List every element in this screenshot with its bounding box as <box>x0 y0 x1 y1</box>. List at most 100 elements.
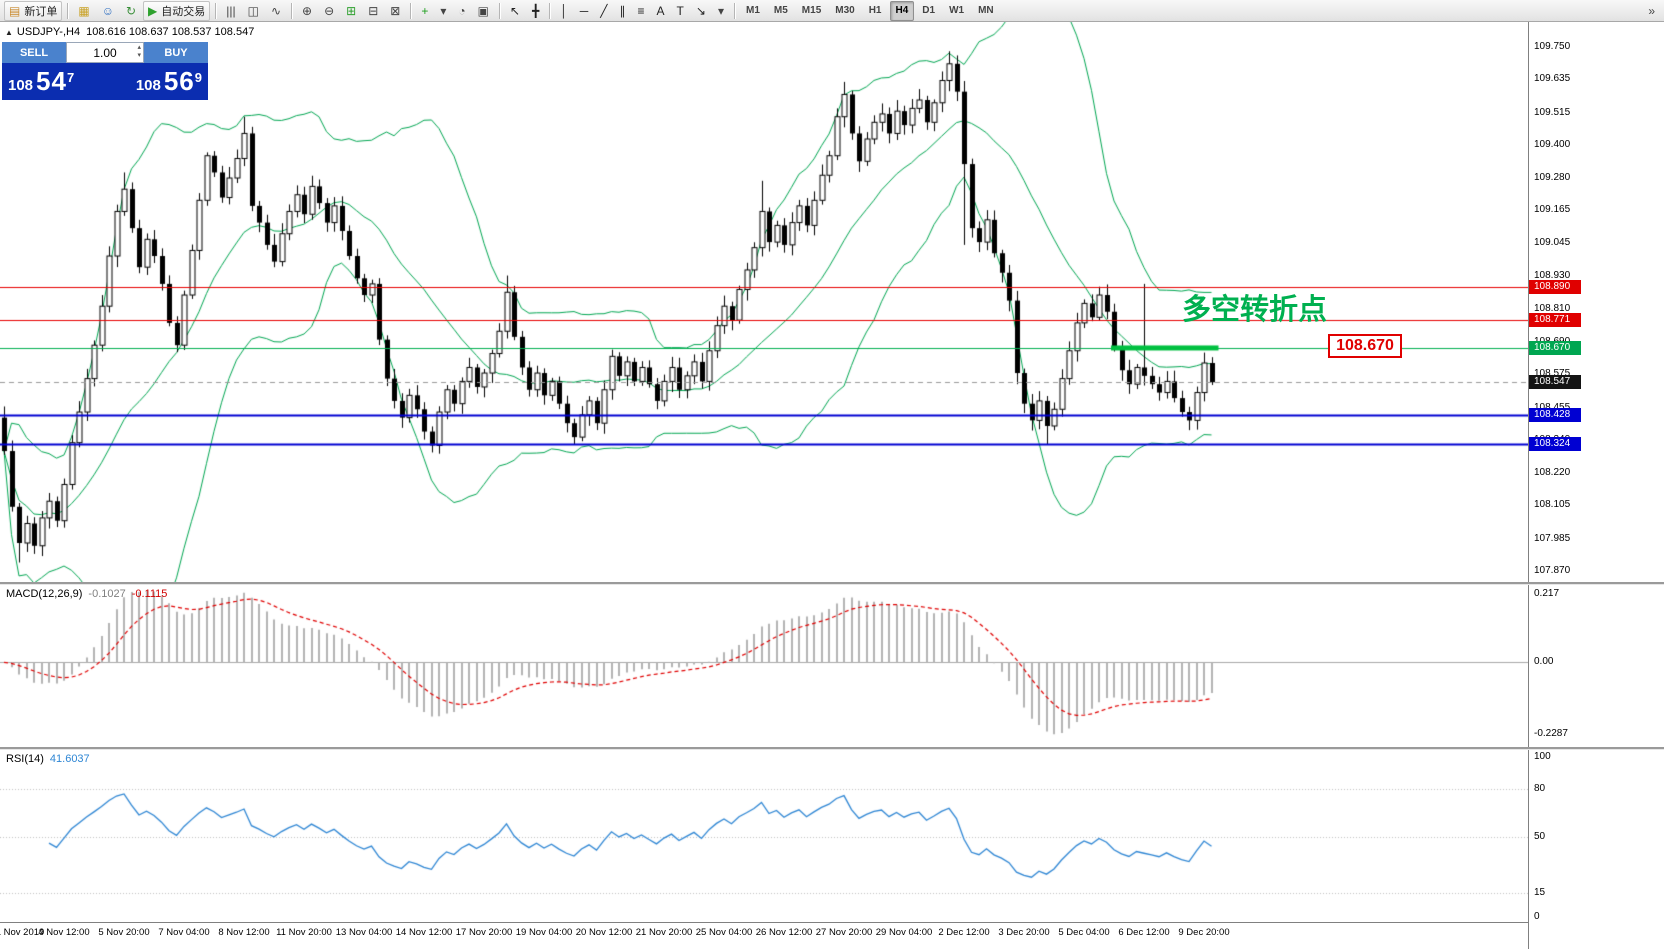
sell-button[interactable]: SELL <box>2 42 66 63</box>
line-chart-type-icon: ∿ <box>270 3 282 18</box>
timeframe-d1-button[interactable]: D1 <box>922 5 936 16</box>
timeframe-m30-button[interactable]: M30 <box>835 5 855 16</box>
main-chart-canvas[interactable] <box>0 22 1528 582</box>
price-tag-108.324: 108.324 <box>1529 437 1581 452</box>
price-tick-label: 108.455 <box>1534 401 1571 413</box>
rsi-pane-canvas[interactable] <box>0 749 1528 922</box>
timeframe-m15-button[interactable]: M15 <box>801 5 822 16</box>
timeframe-h1-button[interactable]: H1 <box>868 5 882 16</box>
profile-icon: ☺ <box>101 3 114 18</box>
chart-title: ▲ USDJPY-,H4 108.616 108.637 108.537 108.5… <box>5 26 254 38</box>
cursor-icon[interactable]: ↖ <box>505 1 525 21</box>
bar-chart-type-icon: ||| <box>226 3 236 18</box>
label-icon[interactable]: T <box>672 1 689 21</box>
autotrading-button[interactable]: ▶ 自动交易 <box>143 0 211 21</box>
text-icon[interactable]: A <box>652 1 670 21</box>
time-axis-label: 8 Nov 12:00 <box>218 927 270 938</box>
time-axis-label: 17 Nov 20:00 <box>455 927 513 938</box>
toolbar-separator <box>410 2 412 19</box>
toolbar-separator <box>549 2 551 19</box>
shapes-dropdown-icon: ▾ <box>717 3 724 18</box>
channel-icon: ∥ <box>619 3 626 18</box>
cascade-windows-icon[interactable]: ⊟ <box>363 1 383 21</box>
time-axis-label: 13 Nov 04:00 <box>335 927 393 938</box>
timeframe-w1-button[interactable]: W1 <box>949 5 965 16</box>
price-axis[interactable] <box>1528 22 1664 949</box>
fibonacci-icon[interactable]: ≡ <box>633 1 650 21</box>
zoom-out-icon[interactable]: ⊖ <box>319 1 339 21</box>
macd-axis-label: 0.00 <box>1534 656 1554 668</box>
buy-button[interactable]: BUY <box>144 42 208 63</box>
pane-separator-rsi[interactable] <box>0 747 1664 750</box>
refresh-icon[interactable]: ↻ <box>121 1 141 21</box>
indicators-dropdown-icon: ▾ <box>440 3 447 18</box>
macd-pane-canvas[interactable] <box>0 584 1528 747</box>
new-order-button[interactable]: ▤ 新订单 <box>4 0 63 21</box>
rsi-indicator-label: RSI(14) 41.6037 <box>6 753 90 765</box>
time-axis-label: 6 Dec 12:00 <box>1118 927 1170 938</box>
zoom-in-icon[interactable]: ⊕ <box>297 1 317 21</box>
cascade-windows-icon: ⊟ <box>368 3 379 18</box>
timeframe-m5-button[interactable]: M5 <box>773 5 788 16</box>
price-tick-label: 109.045 <box>1534 237 1571 249</box>
timeframe-h4-button[interactable]: H4 <box>889 0 915 21</box>
time-axis-label: 29 Nov 04:00 <box>875 927 933 938</box>
indicators-dropdown-icon[interactable]: ▾ <box>435 1 451 21</box>
time-axis-label: 21 Nov 20:00 <box>635 927 693 938</box>
arrange-windows-icon[interactable]: ⊠ <box>385 1 405 21</box>
buy-price[interactable]: 108 56 9 <box>135 66 202 96</box>
volume-increase-icon[interactable]: ▴ <box>137 44 141 51</box>
price-tick-label: 108.930 <box>1534 269 1571 281</box>
price-tick-label: 107.985 <box>1534 532 1571 544</box>
toolbar-separator <box>67 2 69 19</box>
timeframe-mn-button[interactable]: MN <box>978 5 994 16</box>
time-axis-label: 7 Nov 04:00 <box>158 927 210 938</box>
period-clock-icon[interactable]: ◔ <box>453 1 470 21</box>
time-axis-label: 3 Dec 20:00 <box>998 927 1050 938</box>
turning-point-annotation: 多空转折点 <box>1182 294 1328 326</box>
tile-windows-icon[interactable]: ⊞ <box>341 1 361 21</box>
line-chart-type-icon[interactable]: ∿ <box>266 1 286 21</box>
sell-price[interactable]: 108 54 7 <box>8 66 75 96</box>
vertical-line-icon[interactable]: │ <box>555 1 573 21</box>
zoom-in-icon: ⊕ <box>302 3 313 18</box>
candlestick-type-icon[interactable]: ◫ <box>243 1 264 21</box>
toolbar-overflow-icon[interactable]: » <box>1643 1 1660 21</box>
channel-icon[interactable]: ∥ <box>615 1 631 21</box>
time-axis[interactable] <box>0 922 1528 949</box>
bar-chart-type-icon[interactable]: ||| <box>221 1 240 21</box>
time-axis-label: 19 Nov 04:00 <box>515 927 573 938</box>
rsi-axis-label: 80 <box>1534 783 1546 794</box>
trendline-icon: ╱ <box>600 3 608 18</box>
templates-icon[interactable]: ▣ <box>473 1 494 21</box>
ohlc-values: 108.616 108.637 108.537 108.547 <box>86 26 255 38</box>
price-tag-108.547: 108.547 <box>1529 375 1581 390</box>
shapes-dropdown-icon[interactable]: ▾ <box>713 1 729 21</box>
candlestick-type-icon: ◫ <box>247 3 259 18</box>
price-tick-label: 109.400 <box>1534 138 1571 150</box>
text-icon: A <box>656 3 665 18</box>
time-axis-label: 1 Nov 2019 <box>0 927 45 938</box>
pane-separator-macd[interactable] <box>0 582 1664 585</box>
period-clock-icon: ◔ <box>458 3 466 18</box>
arrows-icon[interactable]: ↘ <box>691 1 711 21</box>
horizontal-line-icon[interactable]: ─ <box>575 1 594 21</box>
price-tag-108.428: 108.428 <box>1529 408 1581 423</box>
price-tick-label: 108.575 <box>1534 368 1571 380</box>
crosshair-icon: ╋ <box>532 3 540 18</box>
volume-decrease-icon[interactable]: ▾ <box>137 52 141 59</box>
price-tag-108.771: 108.771 <box>1529 312 1581 327</box>
zoom-out-icon: ⊖ <box>324 3 335 18</box>
rsi-axis-label: 0 <box>1534 911 1540 922</box>
profile-icon[interactable]: ☺ <box>97 1 119 21</box>
trendline-icon[interactable]: ╱ <box>595 1 612 21</box>
collapse-panel-icon[interactable]: ▲ <box>5 28 13 37</box>
price-tick-label: 109.280 <box>1534 172 1571 184</box>
volume-field[interactable]: 1.00 ▴ ▾ <box>66 42 144 63</box>
timeframe-m1-button[interactable]: M1 <box>745 5 760 16</box>
indicators-icon[interactable]: + <box>416 1 433 21</box>
time-axis-label: 27 Nov 20:00 <box>815 927 873 938</box>
crosshair-icon[interactable]: ╋ <box>527 1 544 21</box>
time-axis-label: 2 Dec 12:00 <box>938 927 990 938</box>
charts-icon[interactable]: ▦ <box>73 1 94 21</box>
